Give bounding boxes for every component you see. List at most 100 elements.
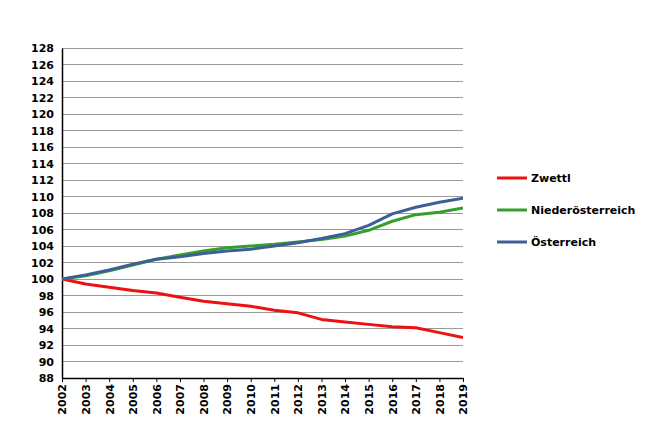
x-tick-label: 2008 xyxy=(198,384,211,415)
y-tick-label: 108 xyxy=(31,207,54,220)
x-tick: 2014 xyxy=(339,378,352,415)
x-tick-mark xyxy=(274,378,275,382)
x-tick-mark xyxy=(251,378,252,382)
x-tick-mark xyxy=(227,378,228,382)
y-tick-label: 88 xyxy=(39,372,54,385)
legend-swatch xyxy=(497,177,527,180)
y-tick-label: 98 xyxy=(39,290,54,303)
x-tick-mark xyxy=(416,378,417,382)
x-tick: 2019 xyxy=(457,378,470,415)
y-tick-label: 114 xyxy=(31,158,54,171)
y-tick-label: 128 xyxy=(31,42,54,55)
legend-swatch xyxy=(497,209,527,212)
y-tick: 104 xyxy=(31,240,62,253)
x-tick-mark xyxy=(463,378,464,382)
y-tick-label: 92 xyxy=(39,339,54,352)
y-tick-label: 104 xyxy=(31,240,54,253)
y-tick-label: 110 xyxy=(31,191,54,204)
y-axis-line xyxy=(62,49,64,379)
x-tick: 2002 xyxy=(56,378,69,415)
series-line xyxy=(62,279,463,338)
x-tick-label: 2003 xyxy=(80,384,93,415)
x-tick-mark xyxy=(180,378,181,382)
y-tick: 120 xyxy=(31,108,62,121)
grid-line xyxy=(62,295,463,296)
legend: ZwettlNiederösterreichÖsterreich xyxy=(497,172,635,249)
grid-line xyxy=(62,361,463,362)
legend-swatch xyxy=(497,241,527,244)
grid-line xyxy=(62,114,463,115)
x-tick: 2012 xyxy=(292,378,305,415)
x-axis-line xyxy=(63,378,464,380)
x-tick: 2008 xyxy=(198,378,211,415)
x-tick-label: 2004 xyxy=(104,384,117,415)
y-tick: 124 xyxy=(31,75,62,88)
y-tick: 108 xyxy=(31,207,62,220)
x-tick: 2013 xyxy=(316,378,329,415)
x-tick-label: 2014 xyxy=(339,384,352,415)
y-tick: 106 xyxy=(31,224,62,237)
x-tick-label: 2017 xyxy=(410,384,423,415)
y-tick-label: 100 xyxy=(31,273,54,286)
grid-line xyxy=(62,180,463,181)
x-tick-mark xyxy=(321,378,322,382)
x-tick: 2018 xyxy=(434,378,447,415)
y-tick: 126 xyxy=(31,59,62,72)
x-tick-mark xyxy=(62,378,63,382)
x-tick-label: 2007 xyxy=(174,384,187,415)
x-tick-label: 2015 xyxy=(363,384,376,415)
y-tick: 116 xyxy=(31,141,62,154)
plot-lines xyxy=(62,198,463,337)
grid-line xyxy=(62,378,463,379)
y-tick: 94 xyxy=(39,323,62,336)
x-tick: 2017 xyxy=(410,378,423,415)
x-tick-label: 2009 xyxy=(221,384,234,415)
grid-line xyxy=(62,163,463,164)
x-tick-mark xyxy=(298,378,299,382)
y-tick: 88 xyxy=(39,372,62,385)
x-tick: 2007 xyxy=(174,378,187,415)
x-tick: 2009 xyxy=(221,378,234,415)
x-tick-mark xyxy=(156,378,157,382)
grid-line xyxy=(62,81,463,82)
x-tick: 2006 xyxy=(151,378,164,415)
x-tick-label: 2018 xyxy=(434,384,447,415)
x-tick: 2010 xyxy=(245,378,258,415)
y-tick: 100 xyxy=(31,273,62,286)
legend-label: Österreich xyxy=(531,235,596,249)
y-tick-label: 94 xyxy=(39,323,55,336)
grid-line xyxy=(62,213,463,214)
x-tick-mark xyxy=(86,378,87,382)
grid-line xyxy=(62,345,463,346)
x-tick-label: 2010 xyxy=(245,384,258,415)
y-tick-label: 96 xyxy=(39,306,55,319)
y-tick-label: 118 xyxy=(31,125,54,138)
x-tick-label: 2002 xyxy=(56,384,69,415)
chart: 8890929496981001021041061081101121141161… xyxy=(0,0,669,432)
grid-line xyxy=(62,262,463,263)
x-tick-mark xyxy=(204,378,205,382)
x-tick-mark xyxy=(392,378,393,382)
grid-line xyxy=(62,229,463,230)
grid-line xyxy=(62,196,463,197)
x-tick-mark xyxy=(133,378,134,382)
y-tick: 90 xyxy=(39,356,62,369)
x-tick-mark xyxy=(439,378,440,382)
y-tick: 98 xyxy=(39,290,62,303)
y-tick-label: 106 xyxy=(31,224,54,237)
grid-line xyxy=(62,312,463,313)
x-tick-label: 2006 xyxy=(151,384,164,415)
x-tick: 2003 xyxy=(80,378,93,415)
y-tick-label: 124 xyxy=(31,75,54,88)
y-tick-label: 126 xyxy=(31,59,54,72)
x-tick-label: 2016 xyxy=(387,384,400,415)
x-tick-mark xyxy=(345,378,346,382)
y-tick: 114 xyxy=(31,158,62,171)
y-tick: 96 xyxy=(39,306,62,319)
series-line xyxy=(62,208,463,279)
grid xyxy=(62,48,463,378)
y-tick-label: 112 xyxy=(31,174,54,187)
y-tick: 110 xyxy=(31,191,62,204)
y-tick: 92 xyxy=(39,339,62,352)
y-tick-label: 90 xyxy=(39,356,55,369)
